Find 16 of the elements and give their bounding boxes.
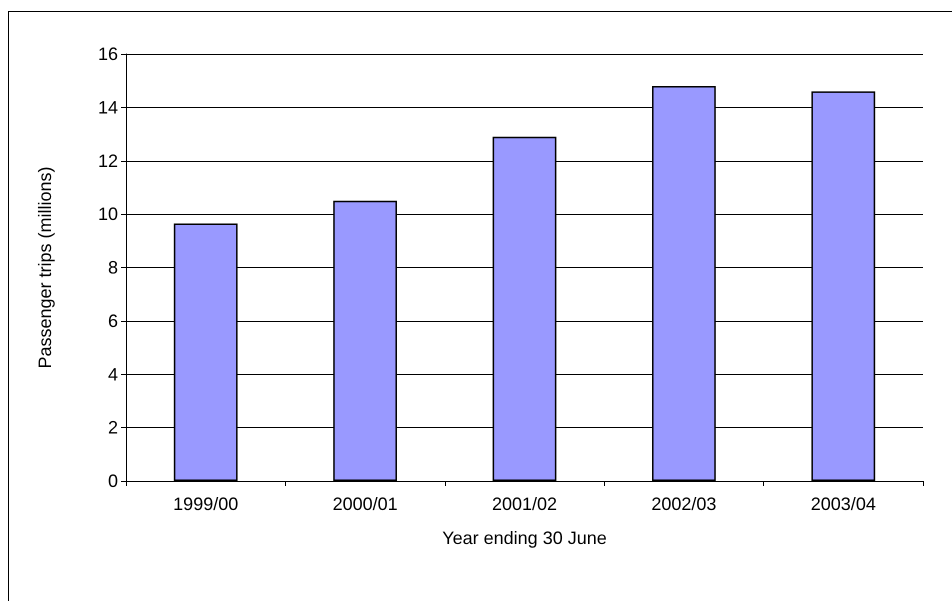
x-tick-label: 2001/02: [492, 494, 558, 514]
y-tick-label: 0: [108, 471, 118, 491]
x-tick-label: 1999/00: [173, 494, 238, 514]
y-tick-label: 16: [98, 44, 118, 64]
y-tick-label: 12: [98, 150, 118, 171]
y-tick-label: 2: [108, 418, 118, 438]
y-tick-label: 4: [108, 364, 118, 384]
x-tick-label: 2002/03: [651, 494, 716, 514]
y-tick-label: 10: [98, 204, 118, 224]
y-axis-title: Passenger trips (millions): [35, 166, 55, 369]
x-axis-title: Year ending 30 June: [442, 528, 607, 548]
y-tick-label: 6: [108, 310, 118, 331]
x-tick-label: 2003/04: [810, 494, 876, 514]
y-tick-label: 8: [108, 258, 118, 278]
x-tick-label: 2000/01: [332, 494, 398, 514]
y-tick-label: 14: [98, 97, 118, 118]
